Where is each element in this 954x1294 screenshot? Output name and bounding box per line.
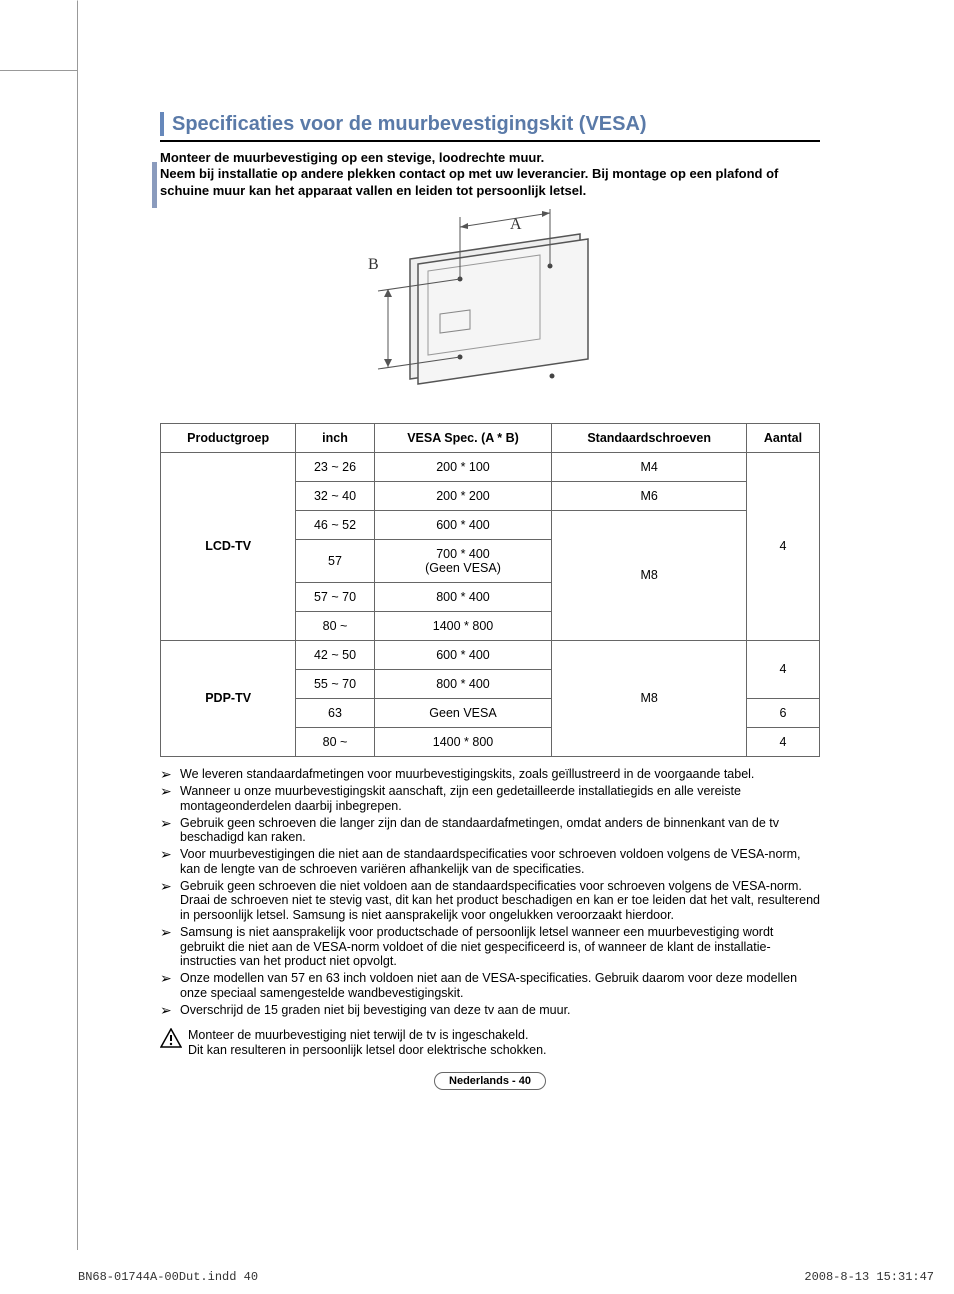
arrow-icon: ➢ (160, 784, 180, 814)
side-accent-bar (152, 162, 157, 208)
cell-vesa: 200 * 100 (374, 452, 552, 481)
diagram-label-b: B (368, 256, 379, 273)
cell-vesa: 600 * 400 (374, 510, 552, 539)
cell-vesa: 600 * 400 (374, 640, 552, 669)
cell-inch: 55 ~ 70 (296, 669, 374, 698)
warning-block: Monteer de muurbevestiging niet terwijl … (160, 1028, 820, 1058)
th-screw: Standaardschroeven (552, 423, 747, 452)
th-vesa: VESA Spec. (A * B) (374, 423, 552, 452)
note-item: ➢Gebruik geen schroeven die niet voldoen… (160, 879, 820, 923)
cell-product: PDP-TV (161, 640, 296, 756)
cell-inch: 32 ~ 40 (296, 481, 374, 510)
diagram-label-a: A (510, 216, 522, 233)
arrow-icon: ➢ (160, 925, 180, 969)
notes-list: ➢We leveren standaardafmetingen voor muu… (160, 767, 820, 1018)
vesa-spec-table: Productgroep inch VESA Spec. (A * B) Sta… (160, 423, 820, 757)
intro-line: Monteer de muurbevestiging op een stevig… (160, 150, 820, 166)
crop-mark-top (0, 70, 78, 71)
cell-vesa: Geen VESA (374, 698, 552, 727)
cell-qty: 4 (747, 640, 820, 698)
cell-vesa: 1400 * 800 (374, 611, 552, 640)
table-row: LCD-TV 23 ~ 26 200 * 100 M4 4 (161, 452, 820, 481)
warning-text: Monteer de muurbevestiging niet terwijl … (188, 1028, 547, 1058)
note-item: ➢We leveren standaardafmetingen voor muu… (160, 767, 820, 782)
footer-timestamp: 2008-8-13 15:31:47 (804, 1270, 934, 1284)
cell-screw: M6 (552, 481, 747, 510)
cell-inch: 80 ~ (296, 727, 374, 756)
th-qty: Aantal (747, 423, 820, 452)
cell-inch: 57 (296, 539, 374, 582)
arrow-icon: ➢ (160, 1003, 180, 1018)
title-accent (160, 112, 164, 136)
page-number-badge: Nederlands - 40 (160, 1072, 820, 1090)
title-section: Specificaties voor de muurbevestigingski… (160, 112, 820, 142)
print-footer: BN68-01744A-00Dut.indd 40 2008-8-13 15:3… (78, 1270, 934, 1284)
arrow-icon: ➢ (160, 767, 180, 782)
note-item: ➢Voor muurbevestigingen die niet aan de … (160, 847, 820, 877)
table-row: PDP-TV 42 ~ 50 600 * 400 M8 4 (161, 640, 820, 669)
note-item: ➢Onze modellen van 57 en 63 inch voldoen… (160, 971, 820, 1001)
cell-vesa: 800 * 400 (374, 669, 552, 698)
cell-qty: 4 (747, 727, 820, 756)
cell-vesa: 800 * 400 (374, 582, 552, 611)
arrow-icon: ➢ (160, 847, 180, 877)
cell-inch: 23 ~ 26 (296, 452, 374, 481)
cell-qty: 4 (747, 452, 820, 640)
page-content: Specificaties voor de muurbevestigingski… (160, 112, 820, 1090)
cell-inch: 42 ~ 50 (296, 640, 374, 669)
table-header-row: Productgroep inch VESA Spec. (A * B) Sta… (161, 423, 820, 452)
cell-screw: M8 (552, 640, 747, 756)
cell-screw: M8 (552, 510, 747, 640)
cell-inch: 46 ~ 52 (296, 510, 374, 539)
cell-vesa: 200 * 200 (374, 481, 552, 510)
cell-screw: M4 (552, 452, 747, 481)
note-item: ➢Overschrijd de 15 graden niet bij beves… (160, 1003, 820, 1018)
warning-icon (160, 1028, 182, 1051)
cell-qty: 6 (747, 698, 820, 727)
note-item: ➢Gebruik geen schroeven die langer zijn … (160, 816, 820, 846)
th-product: Productgroep (161, 423, 296, 452)
cell-vesa: 1400 * 800 (374, 727, 552, 756)
vesa-diagram: A B (160, 209, 820, 409)
page-title: Specificaties voor de muurbevestigingski… (172, 113, 647, 136)
cell-inch: 57 ~ 70 (296, 582, 374, 611)
intro-line: Neem bij installatie op andere plekken c… (160, 166, 820, 199)
arrow-icon: ➢ (160, 971, 180, 1001)
cell-inch: 80 ~ (296, 611, 374, 640)
intro-text: Monteer de muurbevestiging op een stevig… (160, 150, 820, 199)
cell-inch: 63 (296, 698, 374, 727)
footer-filename: BN68-01744A-00Dut.indd 40 (78, 1270, 258, 1284)
note-item: ➢Samsung is niet aansprakelijk voor prod… (160, 925, 820, 969)
cell-vesa: 700 * 400 (Geen VESA) (374, 539, 552, 582)
diagram-svg: A B (340, 209, 640, 409)
note-item: ➢Wanneer u onze muurbevestigingskit aans… (160, 784, 820, 814)
arrow-icon: ➢ (160, 816, 180, 846)
cell-product: LCD-TV (161, 452, 296, 640)
th-inch: inch (296, 423, 374, 452)
arrow-icon: ➢ (160, 879, 180, 923)
